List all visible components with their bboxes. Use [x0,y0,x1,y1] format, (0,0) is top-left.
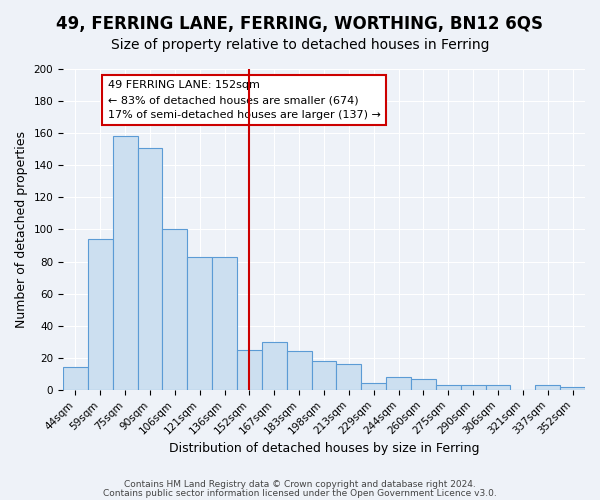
Bar [535,385,560,390]
Bar [237,350,262,390]
Text: Size of property relative to detached houses in Ferring: Size of property relative to detached ho… [111,38,489,52]
Bar [137,148,163,390]
Bar [386,377,411,390]
Bar [187,256,212,390]
Bar [113,136,137,390]
Text: 49 FERRING LANE: 152sqm
← 83% of detached houses are smaller (674)
17% of semi-d: 49 FERRING LANE: 152sqm ← 83% of detache… [108,80,380,120]
Bar [485,385,511,390]
Bar [163,230,187,390]
Text: 49, FERRING LANE, FERRING, WORTHING, BN12 6QS: 49, FERRING LANE, FERRING, WORTHING, BN1… [56,15,544,33]
Bar [560,386,585,390]
Bar [262,342,287,390]
Y-axis label: Number of detached properties: Number of detached properties [15,131,28,328]
Text: Contains public sector information licensed under the Open Government Licence v3: Contains public sector information licen… [103,488,497,498]
Bar [411,378,436,390]
Bar [63,368,88,390]
X-axis label: Distribution of detached houses by size in Ferring: Distribution of detached houses by size … [169,442,479,455]
Bar [287,352,311,390]
Bar [337,364,361,390]
Bar [88,239,113,390]
Text: Contains HM Land Registry data © Crown copyright and database right 2024.: Contains HM Land Registry data © Crown c… [124,480,476,489]
Bar [212,256,237,390]
Bar [461,385,485,390]
Bar [436,385,461,390]
Bar [311,361,337,390]
Bar [361,384,386,390]
